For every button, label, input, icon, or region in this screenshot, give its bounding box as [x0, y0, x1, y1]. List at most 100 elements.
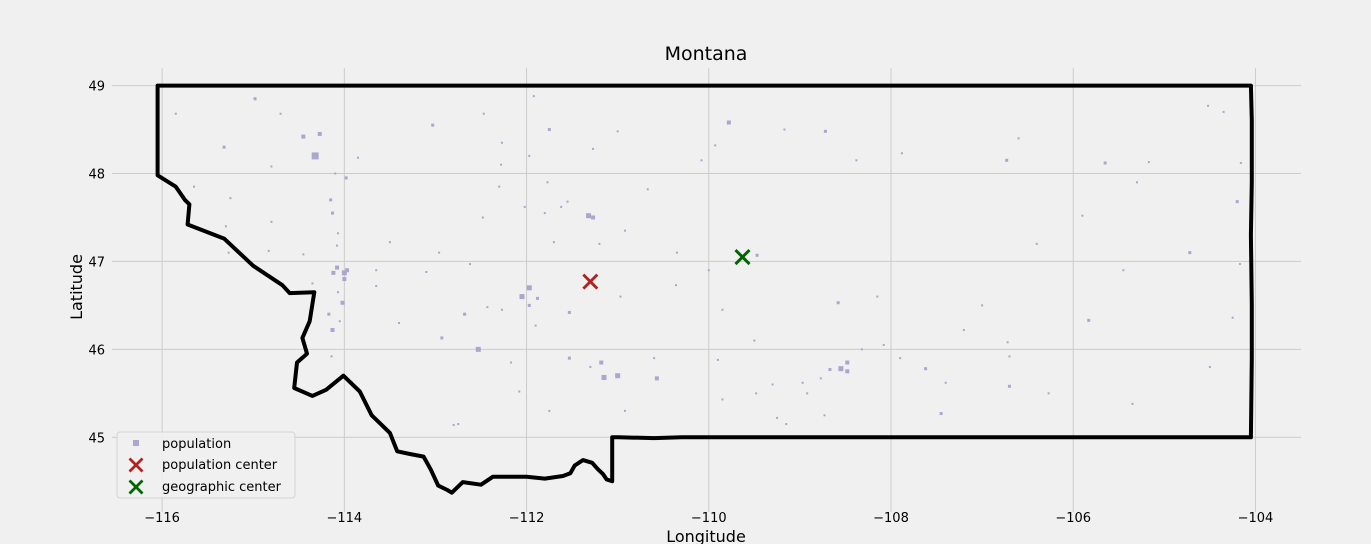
chart-title: Montana [665, 43, 748, 65]
population-point [1239, 161, 1242, 164]
population-point [801, 381, 804, 384]
population-point [375, 269, 378, 272]
population-point [1122, 269, 1125, 272]
population-point [1147, 161, 1150, 164]
population-point [528, 154, 531, 157]
population-point [591, 215, 596, 220]
population-point [598, 242, 601, 245]
population-point [755, 253, 759, 257]
population-point [311, 282, 314, 285]
population-point [345, 268, 350, 273]
population-point [330, 211, 334, 215]
legend-marker-population [133, 440, 139, 446]
population-point [1047, 392, 1050, 395]
legend-label-population: population [162, 437, 231, 452]
population-point [599, 360, 604, 365]
population-point [823, 129, 827, 133]
population-point [500, 163, 503, 166]
population-point [546, 181, 549, 184]
population-point [899, 357, 902, 360]
population-point [1035, 242, 1038, 245]
population-point [654, 376, 659, 381]
population-point [311, 152, 319, 160]
legend-marker-geographic-center [128, 479, 144, 495]
population-point [1136, 181, 1138, 184]
population-points [174, 95, 1242, 426]
population-point [674, 284, 677, 287]
population-point [882, 343, 885, 346]
population-point [981, 304, 984, 307]
population-point [388, 241, 391, 244]
population-point [845, 360, 850, 365]
population-point [440, 336, 444, 340]
population-point [567, 310, 571, 314]
population-point [338, 320, 341, 323]
x-tick-label: −110 [691, 511, 727, 526]
population-point [438, 251, 441, 254]
population-point [601, 374, 607, 380]
population-point [482, 112, 485, 115]
population-point [270, 220, 273, 223]
population-point [535, 296, 539, 300]
population-point [623, 229, 626, 232]
population-point [1007, 384, 1011, 388]
population-point [527, 303, 531, 307]
population-point [336, 291, 339, 294]
population-point [335, 265, 340, 270]
x-tick-label: −104 [1238, 511, 1274, 526]
x-tick-label: −116 [144, 511, 180, 526]
population-point [334, 172, 337, 175]
population-point [500, 308, 503, 311]
x-tick-label: −106 [1055, 511, 1091, 526]
legend-label-population-center: population center [162, 458, 278, 473]
population-point [716, 358, 719, 361]
population-point [463, 312, 467, 316]
population-point [1231, 316, 1234, 319]
population-center-marker [582, 273, 599, 290]
population-point [518, 390, 521, 393]
population-point [806, 392, 809, 395]
population-point [924, 367, 928, 371]
population-point [1103, 161, 1107, 165]
population-point [357, 156, 359, 159]
population-point [836, 301, 840, 305]
x-tick-label: −112 [509, 511, 545, 526]
population-point [962, 329, 965, 332]
geographic-center-marker [734, 248, 751, 266]
population-point [707, 269, 710, 272]
y-axis-label: Latitude [67, 254, 86, 320]
legend: population population center geographic … [116, 431, 296, 499]
population-point [523, 205, 526, 208]
population-point [1238, 263, 1241, 266]
population-point [344, 176, 348, 180]
y-tick-label: 46 [88, 343, 105, 358]
population-point [616, 130, 619, 133]
tick-labels: −116 −114 −112 −110 −108 −106 −104 45 46 47 48 49 [88, 80, 1273, 526]
centers [582, 248, 751, 290]
population-point [425, 270, 428, 273]
population-point [1006, 341, 1009, 344]
population-point [560, 205, 563, 208]
population-point [566, 200, 569, 203]
y-tick-label: 45 [88, 431, 105, 446]
legend-x-population-center [128, 457, 144, 473]
population-point [375, 285, 378, 288]
population-point [452, 423, 455, 426]
population-point [860, 348, 863, 351]
x-axis-label: Longitude [666, 527, 746, 544]
population-point [457, 423, 460, 426]
population-point [498, 185, 501, 188]
population-point [526, 285, 532, 291]
population-point [700, 159, 703, 162]
population-point [1222, 110, 1225, 113]
y-tick-label: 48 [88, 168, 105, 183]
population-point [267, 249, 270, 252]
population-point [567, 356, 571, 360]
population-point [586, 213, 592, 219]
population-point [548, 409, 551, 412]
population-point [623, 409, 626, 412]
population-point [253, 97, 257, 101]
legend-marker-population-center [128, 457, 144, 473]
population-point [519, 294, 525, 300]
